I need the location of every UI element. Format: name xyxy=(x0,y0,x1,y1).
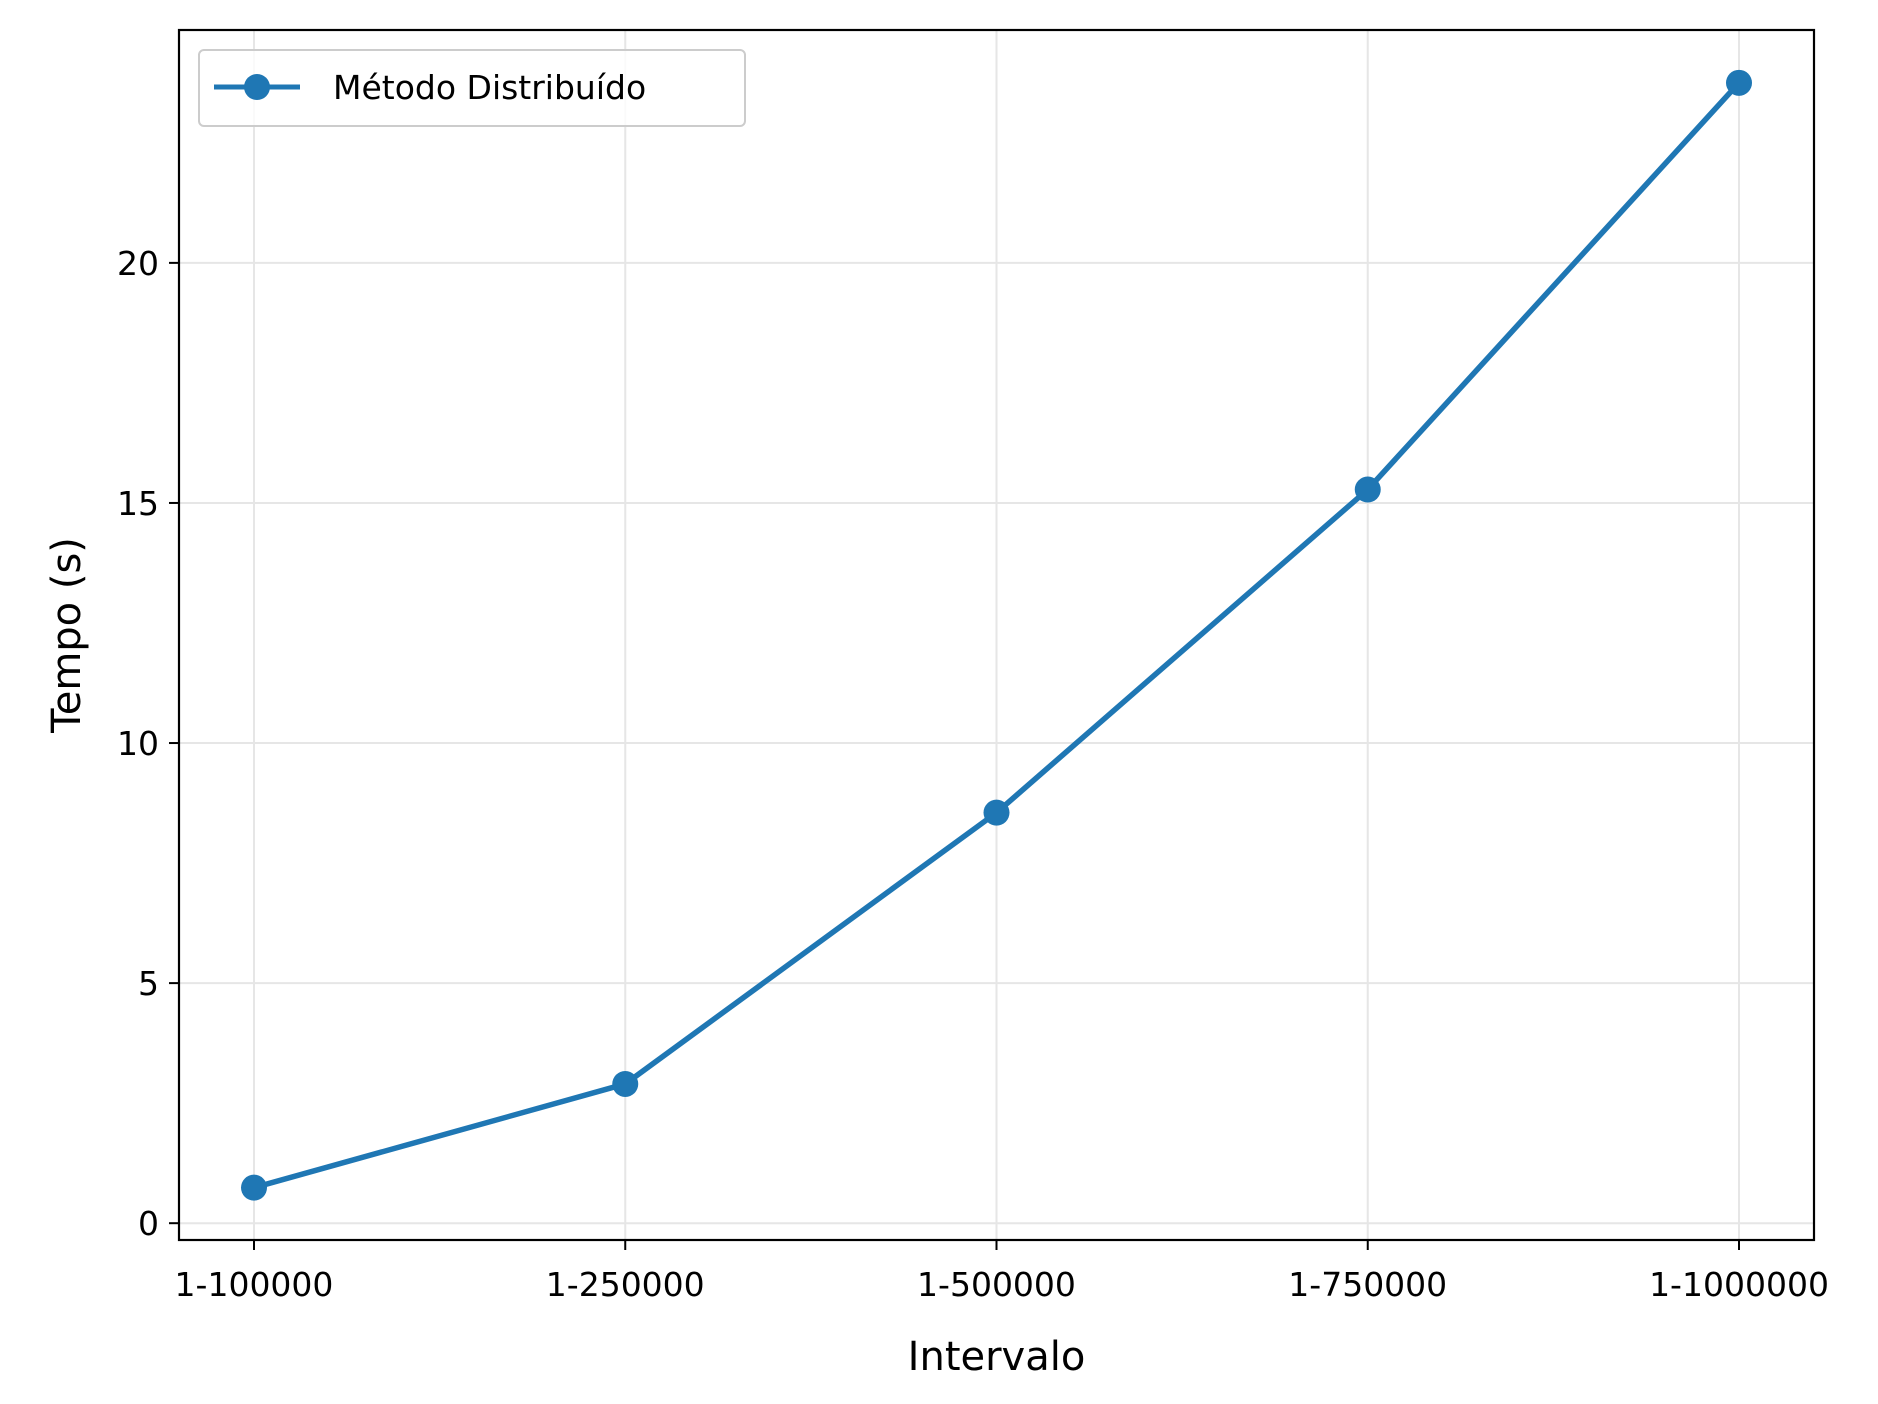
axis-ticks: 1-100000 1-250000 1-500000 1-750000 1-100000… xyxy=(117,244,1829,1304)
x-tick-label: 1-250000 xyxy=(546,1265,705,1304)
series-layer xyxy=(241,69,1752,1201)
x-tick-label: 1-1000000 xyxy=(1649,1265,1829,1304)
data-point xyxy=(1726,69,1752,96)
y-tick-label: 15 xyxy=(117,484,159,523)
data-point xyxy=(612,1070,639,1097)
x-tick-label: 1-100000 xyxy=(175,1265,334,1304)
data-point xyxy=(241,1174,267,1201)
y-axis-label: Tempo (s) xyxy=(44,537,90,734)
data-point xyxy=(1354,476,1381,503)
grid-lines xyxy=(179,30,1814,1240)
legend-marker-swatch xyxy=(244,74,270,100)
y-tick-label: 5 xyxy=(138,964,159,1003)
legend-box xyxy=(198,49,746,127)
x-axis-label: Intervalo xyxy=(908,1334,1086,1380)
legend: Método Distribuído xyxy=(198,49,746,127)
y-tick-label: 0 xyxy=(138,1204,159,1243)
y-tick-label: 20 xyxy=(117,244,159,283)
legend-label: Método Distribuído xyxy=(333,68,646,107)
x-tick-label: 1-500000 xyxy=(917,1265,1076,1304)
y-tick-label: 10 xyxy=(117,724,159,763)
data-point xyxy=(983,799,1010,826)
x-tick-label: 1-750000 xyxy=(1288,1265,1447,1304)
